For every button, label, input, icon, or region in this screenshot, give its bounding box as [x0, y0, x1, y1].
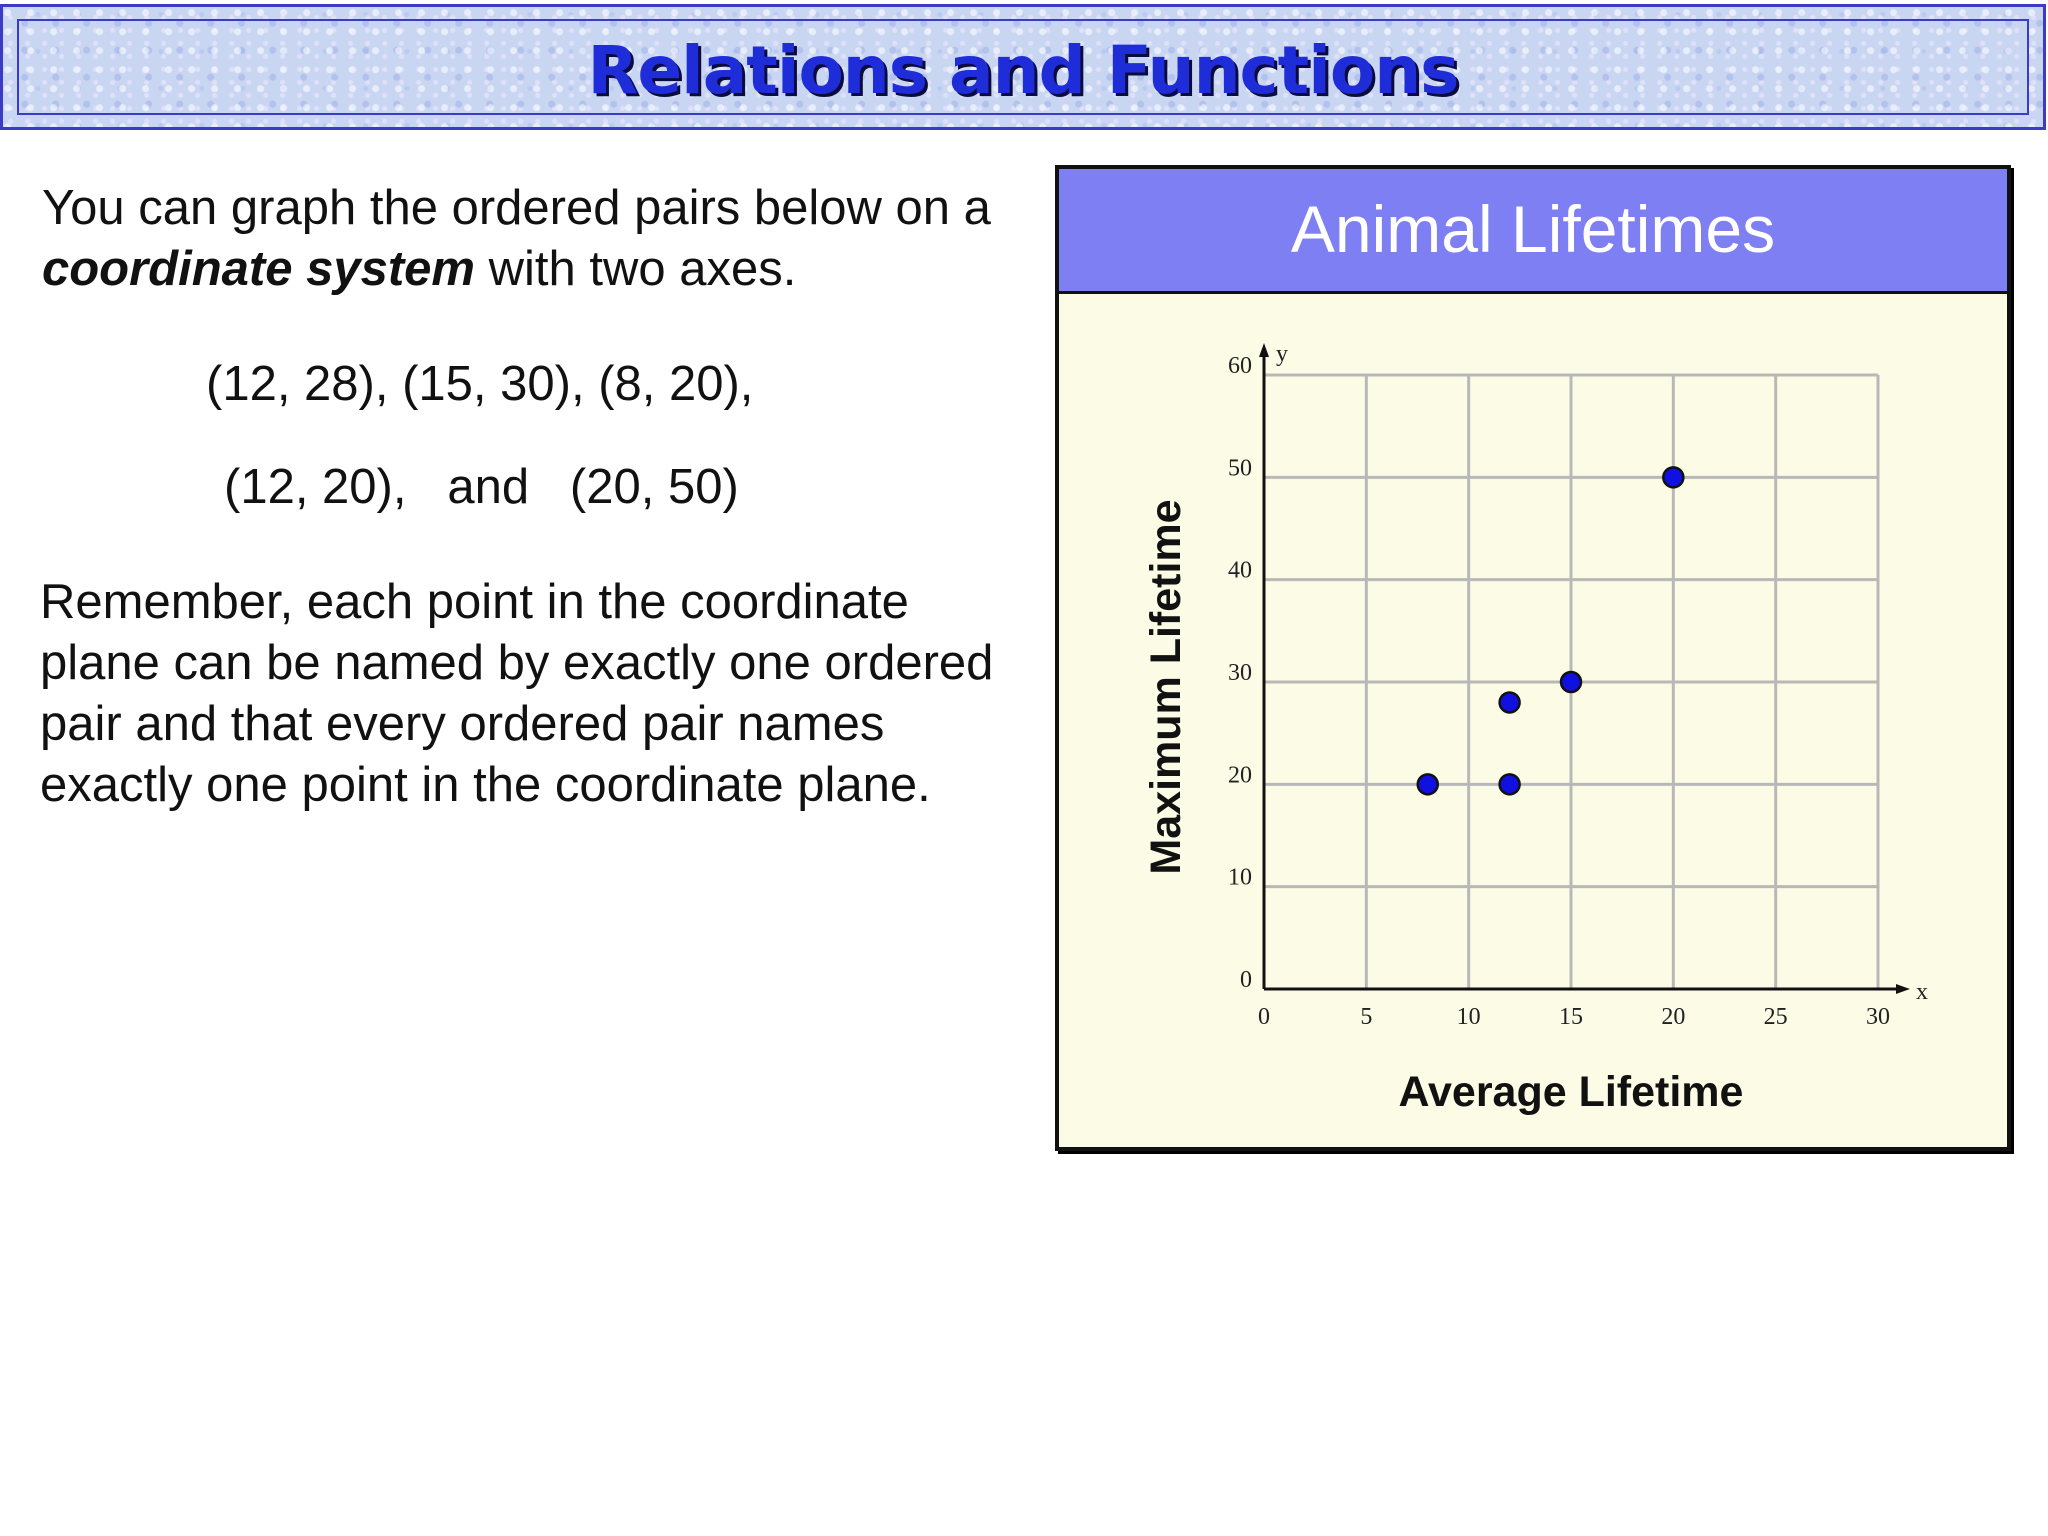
x-axis-arrow: [1896, 984, 1910, 994]
intro-text-start: You can graph the ordered pairs below on…: [42, 181, 991, 235]
intro-bold-term: coordinate system: [42, 242, 475, 296]
scatter-plot: 0 5 10 15 20 25 30 0 10 20 30 40 50 60 x y Average Lifet…: [1142, 341, 1928, 1116]
y-axis-arrow: [1259, 343, 1269, 357]
data-point: [1498, 691, 1521, 714]
x-axis-letter: x: [1916, 979, 1928, 1005]
x-tick-label: 25: [1764, 1004, 1788, 1030]
x-tick-label: 10: [1457, 1004, 1481, 1030]
ordered-pairs-line-1: (12, 28), (15, 30), (8, 20),: [206, 357, 754, 411]
data-point: [1416, 773, 1439, 796]
intro-text: You can graph the ordered pairs below on…: [42, 178, 1002, 300]
data-point: [1662, 466, 1685, 489]
x-tick-label: 15: [1559, 1004, 1583, 1030]
banner-frame: [17, 19, 2029, 115]
y-tick-label: 40: [1228, 558, 1252, 584]
chart-title: Animal Lifetimes: [1290, 192, 1776, 266]
y-axis-title: Maximum Lifetime: [1142, 499, 1190, 874]
ordered-pairs-line-2: (12, 20), and (20, 50): [224, 460, 739, 514]
x-tick-label: 0: [1258, 1004, 1270, 1030]
x-tick-label: 30: [1866, 1004, 1890, 1030]
x-tick-label: 5: [1360, 1004, 1372, 1030]
y-tick-label: 20: [1228, 762, 1252, 788]
remember-text: Remember, each point in the coordinate p…: [40, 575, 994, 812]
y-tick-label: 30: [1228, 660, 1252, 686]
slide-title: Relations and Functions: [587, 32, 1460, 109]
chart-header: Animal Lifetimes: [1059, 169, 2007, 294]
x-axis-title: Average Lifetime: [1399, 1068, 1744, 1116]
chart-panel: Animal Lifetimes 0 5 10 15 20 25 30 0 10 20 30 40 50…: [1055, 165, 2011, 1151]
y-tick-label: 10: [1228, 865, 1252, 891]
y-tick-label: 50: [1228, 455, 1252, 481]
title-banner: Relations and Functions: [0, 4, 2046, 130]
y-tick-label: 0: [1240, 967, 1252, 993]
intro-text-end: with two axes.: [475, 242, 797, 296]
data-point: [1559, 670, 1583, 694]
x-tick-label: 20: [1661, 1004, 1685, 1030]
y-tick-label: 60: [1228, 353, 1252, 379]
y-axis-letter: y: [1276, 341, 1288, 367]
data-point: [1498, 773, 1521, 796]
